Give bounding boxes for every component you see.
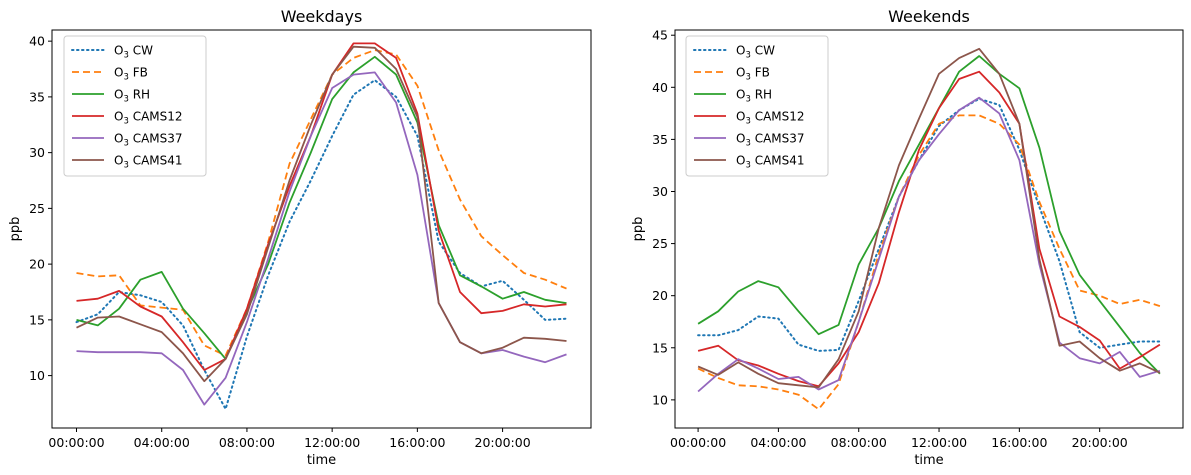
y-tick-label: 20 xyxy=(29,257,45,272)
series-line-o3-rh xyxy=(76,55,567,360)
legend-label: O3 CAMS37 xyxy=(736,132,805,149)
y-tick-label: 15 xyxy=(652,340,668,355)
legend-label: O3 CW xyxy=(114,44,153,61)
x-tick-label: 16:00:00 xyxy=(991,435,1047,450)
plot-frame xyxy=(674,29,1184,429)
series-line-o3-cams41 xyxy=(76,45,567,383)
y-tick-label: 30 xyxy=(652,184,668,199)
chart-title: Weekdays xyxy=(281,7,363,26)
y-axis-label: ppb xyxy=(631,217,646,242)
x-tick-label: 04:00:00 xyxy=(750,435,806,450)
legend-label: O3 CAMS37 xyxy=(114,132,183,149)
x-tick-label: 00:00:00 xyxy=(48,435,104,450)
x-tick-label: 16:00:00 xyxy=(389,435,445,450)
legend-label: O3 CAMS41 xyxy=(736,154,805,171)
y-tick-label: 20 xyxy=(652,288,668,303)
x-axis-label: time xyxy=(307,453,336,468)
series-line-o3-cams12 xyxy=(697,70,1161,388)
series-line-o3-cw xyxy=(697,97,1161,352)
x-tick-label: 12:00:00 xyxy=(304,435,360,450)
legend-box xyxy=(63,35,207,177)
y-tick-label: 40 xyxy=(652,80,668,95)
y-tick-label: 25 xyxy=(652,236,668,251)
y-axis-label: ppb xyxy=(8,217,23,242)
y-tick-label: 35 xyxy=(652,132,668,147)
series-line-o3-cw xyxy=(75,79,568,410)
y-tick-label: 15 xyxy=(29,312,45,327)
plot-frame xyxy=(51,29,592,429)
y-tick-label: 30 xyxy=(29,145,45,160)
y-tick-label: 10 xyxy=(652,392,668,407)
x-tick-label: 08:00:00 xyxy=(831,435,887,450)
x-tick-label: 08:00:00 xyxy=(219,435,275,450)
legend-label: O3 CW xyxy=(736,44,775,61)
legend-label: O3 FB xyxy=(114,66,148,83)
legend-label: O3 FB xyxy=(736,66,770,83)
x-tick-label: 12:00:00 xyxy=(911,435,967,450)
series-line-o3-rh xyxy=(697,55,1161,375)
legend-label: O3 CAMS12 xyxy=(114,110,183,127)
series-line-o3-fb xyxy=(697,114,1161,411)
legend-label: O3 RH xyxy=(736,88,772,105)
x-tick-label: 20:00:00 xyxy=(475,435,531,450)
chart-weekends: Weekends 10 15 20 25 30 35 40 45 00:00:00 04:00:00… xyxy=(631,7,1184,468)
legend-label: O3 RH xyxy=(114,88,150,105)
chart-weekdays: Weekdays 10 15 20 25 30 35 40 00:00:00 04:00:00 08… xyxy=(8,7,592,468)
legend-label: O3 CAMS41 xyxy=(114,154,183,171)
x-tick-label: 00:00:00 xyxy=(670,435,726,450)
y-tick-label: 10 xyxy=(29,368,45,383)
chart-title: Weekends xyxy=(888,7,970,26)
x-tick-label: 04:00:00 xyxy=(134,435,190,450)
series-line-o3-cams12 xyxy=(76,42,567,371)
series-line-o3-cams41 xyxy=(697,47,1161,389)
y-tick-label: 45 xyxy=(652,28,668,43)
x-tick-label: 20:00:00 xyxy=(1072,435,1128,450)
y-tick-label: 40 xyxy=(29,34,45,49)
series-line-o3-cams37 xyxy=(697,96,1161,393)
legend: O3 CW O3 FB O3 RH O3 CAMS12 O3 CAMS37 O3 CAMS… xyxy=(685,35,829,177)
y-tick-label: 25 xyxy=(29,201,45,216)
x-axis-label: time xyxy=(914,453,943,468)
y-tick-label: 35 xyxy=(29,89,45,104)
series-line-o3-fb xyxy=(76,49,567,357)
legend-label: O3 CAMS12 xyxy=(736,110,805,127)
legend-box xyxy=(685,35,829,177)
legend: O3 CW O3 FB O3 RH O3 CAMS12 O3 CAMS37 O3 CAMS… xyxy=(63,35,207,177)
